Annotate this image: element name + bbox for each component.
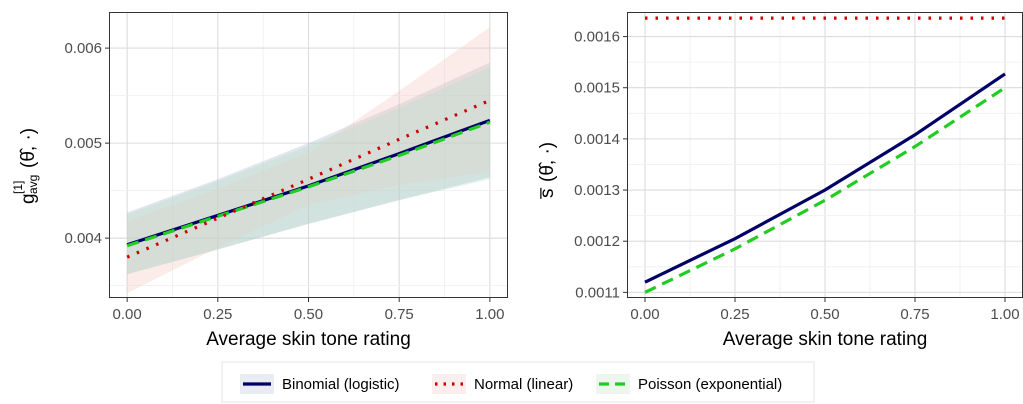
x-tick-label: 1.00 xyxy=(990,306,1019,323)
left-y-axis-title-main: g xyxy=(18,193,39,204)
x-tick-label: 0.00 xyxy=(630,306,659,323)
right-y-axis-title: s̅ (θ̂, ·) xyxy=(537,142,558,199)
legend: Binomial (logistic) Normal (linear) Poisso… xyxy=(221,361,815,403)
y-tick-label: 0.004 xyxy=(64,230,102,247)
legend-label: Binomial (logistic) xyxy=(282,376,400,393)
y-tick-label: 0.0011 xyxy=(575,284,620,301)
x-tick-label: 0.50 xyxy=(810,306,839,323)
left-plot-border xyxy=(109,12,508,298)
right-y-ticks: 0.0011 0.0012 0.0013 0.0014 0.0015 0.0016 xyxy=(574,29,627,301)
x-tick-label: 0.25 xyxy=(720,306,749,323)
y-tick-label: 0.005 xyxy=(64,135,102,152)
right-x-axis-title: Average skin tone rating xyxy=(723,329,928,350)
legend-key-background xyxy=(432,374,466,394)
x-tick-label: 0.75 xyxy=(900,306,929,323)
y-tick-label: 0.0016 xyxy=(574,29,620,46)
left-x-ticks: 0.00 0.25 0.50 0.75 1.00 xyxy=(113,298,504,323)
x-tick-label: 1.00 xyxy=(475,306,504,323)
y-tick-label: 0.006 xyxy=(64,40,102,57)
x-tick-label: 0.50 xyxy=(294,306,323,323)
left-confidence-ribbons xyxy=(127,27,490,294)
left-gridlines xyxy=(109,12,508,298)
left-series-lines xyxy=(126,98,491,259)
left-panel: 0.00 0.25 0.50 0.75 1.00 0.004 0.005 0.006 Ave… xyxy=(11,12,508,350)
poisson-confidence-ribbon xyxy=(127,67,490,275)
normal-confidence-ribbon xyxy=(127,27,490,294)
x-tick-label: 0.00 xyxy=(113,306,142,323)
legend-label: Normal (linear) xyxy=(474,376,573,393)
binomial-confidence-ribbon xyxy=(127,62,490,275)
poisson-line xyxy=(126,120,491,248)
poisson-line xyxy=(644,86,1006,294)
binomial-line xyxy=(644,72,1006,284)
right-x-ticks: 0.00 0.25 0.50 0.75 1.00 xyxy=(630,298,1020,323)
y-tick-label: 0.0014 xyxy=(574,131,620,148)
left-y-ticks: 0.004 0.005 0.006 xyxy=(64,40,109,247)
left-y-axis-title-args: (θ̂, ·) xyxy=(18,128,39,168)
left-y-axis-title-superscript: [1] xyxy=(11,181,25,194)
left-y-axis-title: g [1] avg (θ̂, ·) xyxy=(11,128,40,204)
right-panel: 0.00 0.25 0.50 0.75 1.00 0.00110.00120.00130… xyxy=(537,12,1023,350)
legend-items: Binomial (logistic) Normal (linear) Poisso… xyxy=(240,374,782,394)
right-y-axis-title-args: (θ̂, ·) xyxy=(537,142,558,182)
legend-key-background xyxy=(596,374,630,394)
legend-label: Poisson (exponential) xyxy=(638,376,782,393)
y-tick-label: 0.0015 xyxy=(574,80,620,97)
y-tick-label: 0.0012 xyxy=(574,233,620,250)
left-y-axis-title-subscript: avg xyxy=(26,175,40,194)
right-y-axis-title-main: s̅ xyxy=(537,187,558,199)
x-tick-label: 0.25 xyxy=(203,306,232,323)
right-series-lines xyxy=(644,16,1006,294)
x-tick-label: 0.75 xyxy=(385,306,414,323)
legend-box xyxy=(221,361,815,403)
y-tick-label: 0.0013 xyxy=(574,182,620,199)
left-x-axis-title: Average skin tone rating xyxy=(206,329,411,350)
